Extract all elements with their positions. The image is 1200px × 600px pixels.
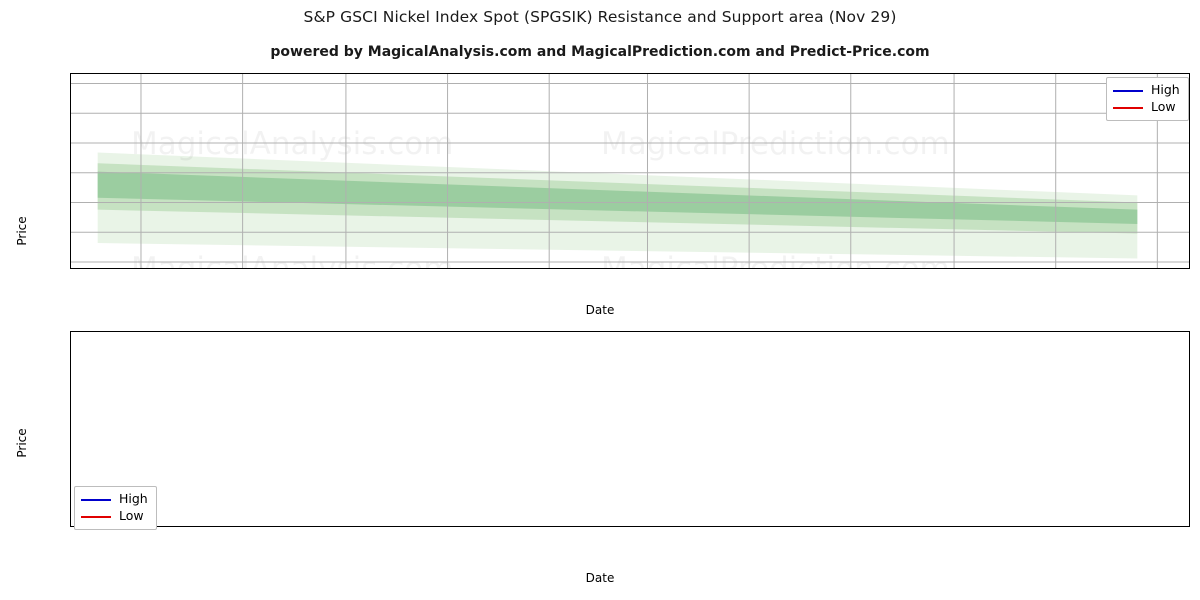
legend-item-low: Low [1113,99,1180,116]
legend-item-low: Low [81,508,148,525]
watermark: MagicalPrediction.com [601,126,950,162]
legend-item-high: High [1113,82,1180,99]
watermark: MagicalAnalysis.com [131,251,453,268]
support-resistance-band-core [97,171,1138,224]
chart-canvas: MagicalAnalysis.com MagicalPrediction.com… [71,74,1189,268]
top-plot-area: MagicalAnalysis.com MagicalPrediction.com… [70,73,1190,269]
top-y-axis-label: Price [15,216,29,246]
bottom-plot-area [70,331,1190,527]
high-line-swatch [1113,89,1143,92]
top-legend: High Low [1106,77,1189,121]
page-subtitle: powered by MagicalAnalysis.com and Magic… [270,44,930,60]
legend-label-high: High [119,491,148,507]
legend-label-high: High [1151,82,1180,98]
page-title: S&P GSCI Nickel Index Spot (SPGSIK) Resi… [303,8,897,26]
top-x-axis-label: Date [585,303,615,317]
low-line-swatch [1113,106,1143,109]
legend-label-low: Low [119,508,144,524]
legend-item-high: High [81,491,148,508]
bottom-y-axis-label: Price [15,428,29,458]
high-line-swatch [81,498,111,501]
bottom-x-axis-label: Date [585,571,615,585]
watermark: MagicalAnalysis.com [131,126,453,162]
top-chart-panel: Price MagicalAnalysis.com MagicalPredicti… [0,64,1200,317]
watermark: MagicalPrediction.com [601,251,950,268]
legend-label-low: Low [1151,99,1176,115]
bottom-legend: High Low [74,486,157,530]
bottom-chart-panel: Price Date High Low [0,326,1200,600]
low-line-swatch [81,515,111,518]
